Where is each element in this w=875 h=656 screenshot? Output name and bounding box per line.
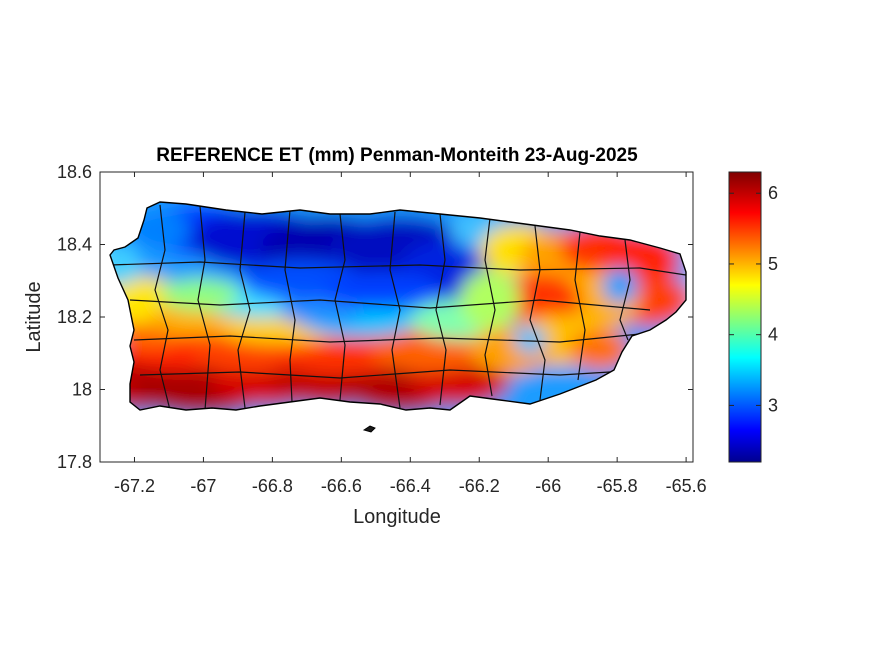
y-axis: 17.8 18 18.2 18.4 18.6 bbox=[57, 162, 693, 472]
y-tick-label: 18 bbox=[72, 380, 92, 400]
x-tick-label: -66.4 bbox=[390, 476, 431, 496]
x-tick-label: -66.2 bbox=[459, 476, 500, 496]
y-tick-label: 18.6 bbox=[57, 162, 92, 182]
x-tick-label: -66.6 bbox=[321, 476, 362, 496]
x-tick-label: -66.8 bbox=[252, 476, 293, 496]
y-tick-label: 17.8 bbox=[57, 452, 92, 472]
coastline bbox=[109, 201, 687, 411]
x-tick-label: -65.6 bbox=[666, 476, 707, 496]
municipality-boundaries bbox=[110, 204, 686, 410]
colorbar-tick-label: 4 bbox=[768, 325, 778, 345]
colorbar-tick-label: 3 bbox=[768, 395, 778, 415]
colorbar-gradient bbox=[728, 171, 762, 463]
x-tick-label: -66 bbox=[535, 476, 561, 496]
y-tick-label: 18.4 bbox=[57, 235, 92, 255]
offshore-islet bbox=[362, 425, 376, 433]
colorbar-ticks: 3 4 5 6 bbox=[729, 183, 778, 415]
x-tick-label: -67 bbox=[190, 476, 216, 496]
x-axis: -67.2 -67 -66.8 -66.6 -66.4 -66.2 -66 -65.8 -65.… bbox=[114, 172, 707, 496]
chart-title: REFERENCE ET (mm) Penman-Monteith 23-Aug… bbox=[156, 145, 638, 166]
y-axis-label: Latitude bbox=[23, 281, 45, 352]
x-axis-label: Longitude bbox=[353, 506, 441, 528]
x-tick-label: -65.8 bbox=[597, 476, 638, 496]
colorbar-tick-label: 6 bbox=[768, 183, 778, 203]
y-tick-label: 18.2 bbox=[57, 307, 92, 327]
x-tick-label: -67.2 bbox=[114, 476, 155, 496]
colorbar: 3 4 5 6 bbox=[728, 171, 778, 463]
colorbar-tick-label: 5 bbox=[768, 254, 778, 274]
